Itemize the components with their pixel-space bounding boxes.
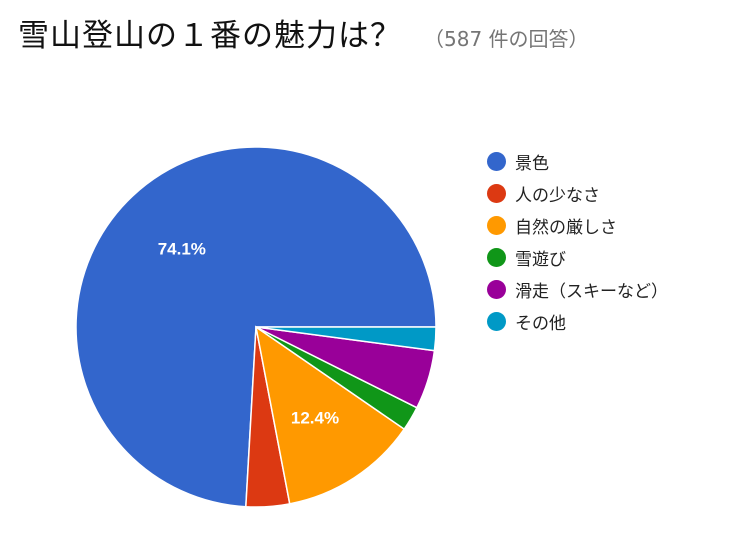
chart-legend: 景色 人の少なさ 自然の厳しさ 雪遊び 滑走（スキーなど） その他 [487, 145, 732, 337]
pie-slice-harsh-nature[interactable] [254, 325, 406, 505]
legend-item-snow-play[interactable]: 雪遊び [487, 241, 732, 273]
data-label-harsh-nature: 12.4% [291, 409, 339, 428]
legend-item-few-people[interactable]: 人の少なさ [487, 177, 732, 209]
legend-label: 人の少なさ [515, 185, 600, 206]
legend-label: 雪遊び [515, 249, 566, 270]
legend-item-scenery[interactable]: 景色 [487, 145, 732, 177]
response-count: （587 件の回答） [424, 27, 589, 51]
pie-slice-other[interactable] [255, 326, 437, 352]
data-label-scenery: 74.1% [158, 240, 206, 259]
chart-title: 雪山登山の１番の魅力は？ [18, 18, 402, 54]
legend-label: 景色 [515, 153, 549, 174]
legend-swatch [487, 247, 506, 267]
legend-swatch [487, 183, 506, 203]
legend-swatch [487, 311, 506, 331]
legend-item-other[interactable]: その他 [487, 305, 732, 337]
legend-swatch [487, 279, 506, 299]
legend-item-skiing[interactable]: 滑走（スキーなど） [487, 273, 732, 305]
chart-header: 雪山登山の１番の魅力は？ （587 件の回答） [18, 10, 728, 66]
legend-label: 滑走（スキーなど） [515, 281, 668, 302]
legend-label: 自然の厳しさ [515, 217, 617, 238]
legend-swatch [487, 215, 506, 235]
legend-swatch [487, 151, 506, 171]
legend-label: その他 [515, 313, 566, 334]
legend-item-harsh-nature[interactable]: 自然の厳しさ [487, 209, 732, 241]
